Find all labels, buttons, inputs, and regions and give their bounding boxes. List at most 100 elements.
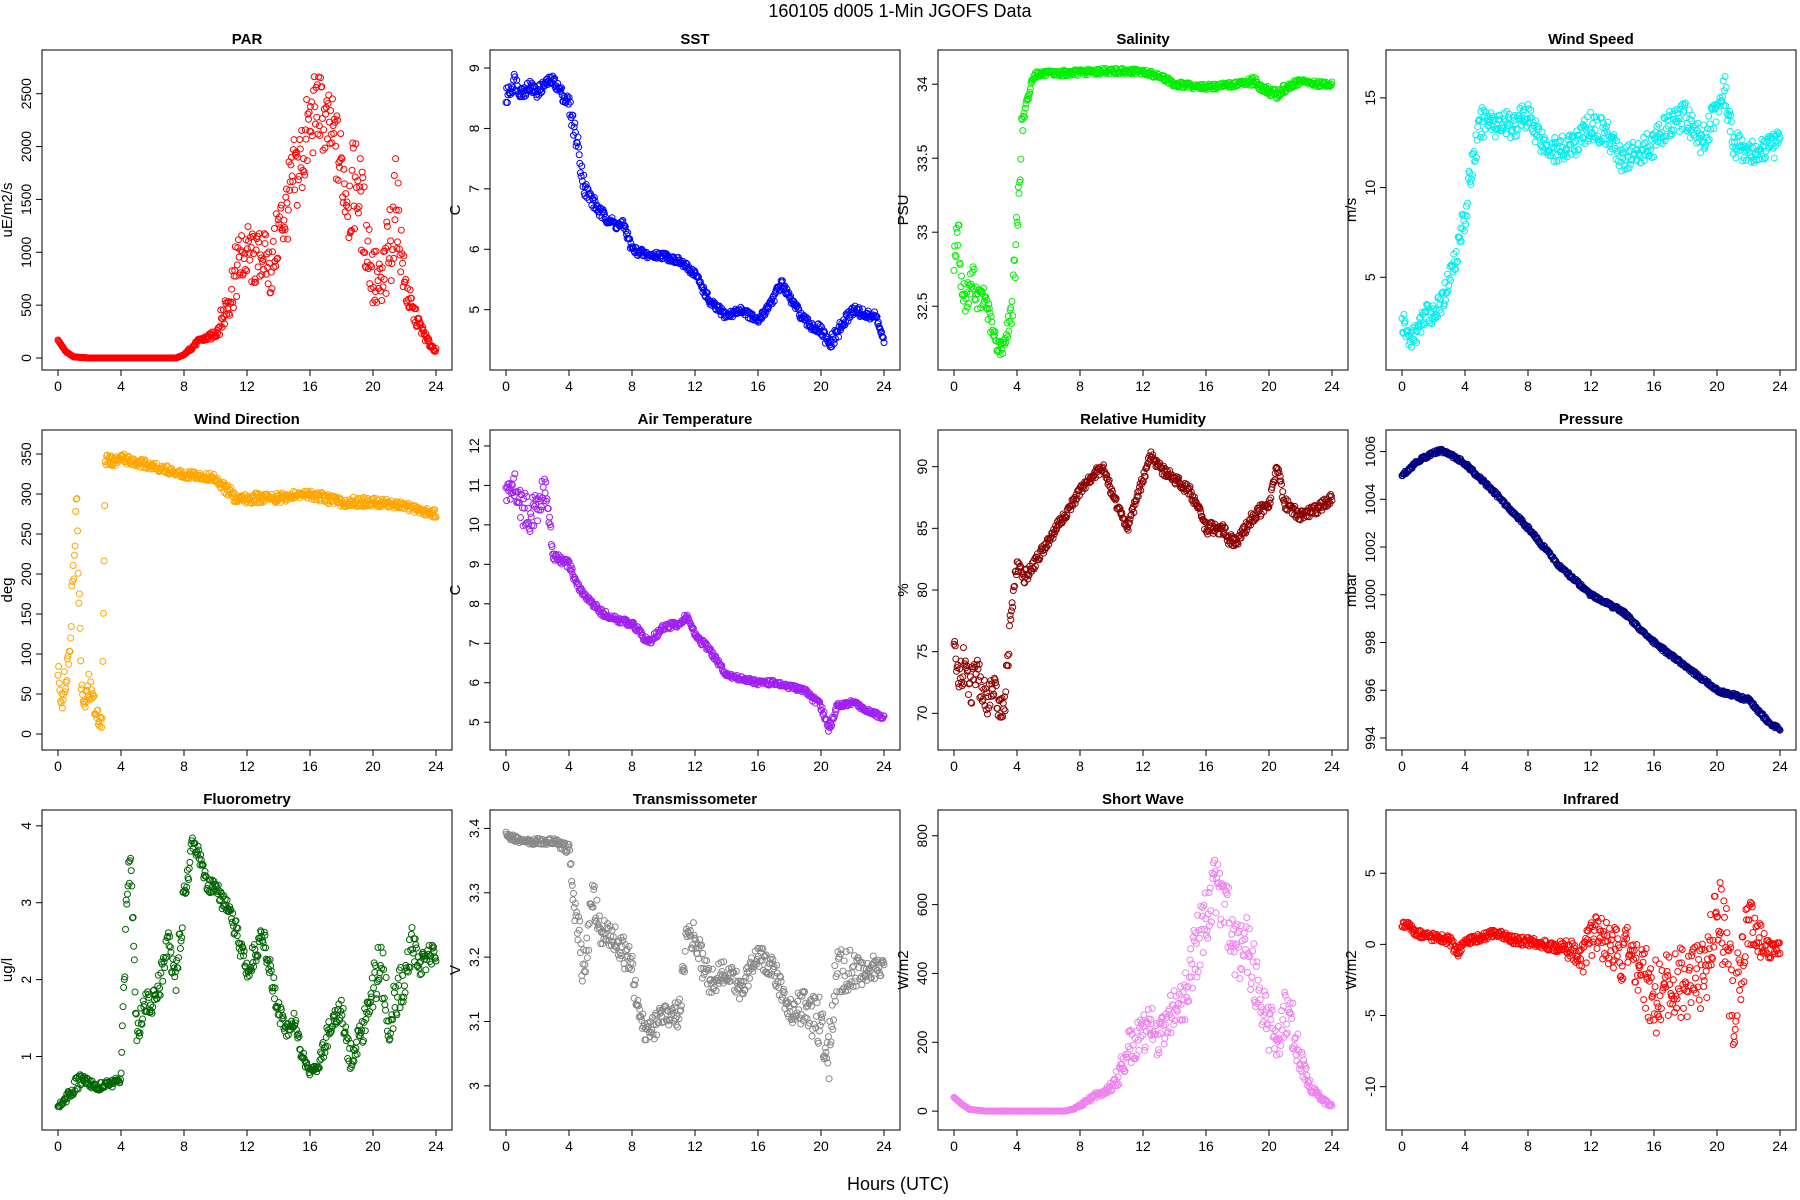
data-point [432,345,440,353]
data-point [391,216,399,224]
data-point [293,201,301,209]
x-tick-label: 12 [1135,378,1151,394]
data-point [394,238,402,246]
data-point [431,347,439,355]
plot-title: Wind Direction [194,411,300,428]
x-tick-label: 0 [950,378,958,394]
data-point [262,231,270,239]
y-axis-label: C [447,204,464,215]
x-tick-label: 8 [1076,378,1084,394]
y-tick-label: 350 [18,442,34,466]
data-point [332,175,340,183]
data-point [787,292,795,300]
plot-title: Wind Speed [1548,31,1634,48]
x-tick-label: 8 [628,758,636,774]
y-tick-label: 994 [1362,726,1378,750]
data-point [406,286,414,294]
data-point [249,232,257,240]
data-point [968,283,976,291]
data-point [835,333,843,341]
data-point [952,253,960,261]
data-point [1011,274,1019,282]
x-tick-label: 8 [180,758,188,774]
data-point [313,113,321,121]
data-point [299,166,307,174]
data-point [344,213,352,221]
y-tick-label: 250 [18,522,34,546]
x-tick-label: 12 [1583,758,1599,774]
data-point [621,223,629,231]
y-axis-label: deg [0,577,16,602]
data-point [359,174,367,182]
data-point [243,245,251,253]
x-tick-label: 8 [1076,758,1084,774]
x-tick-label: 0 [54,758,62,774]
data-point [1682,114,1690,122]
data-point [365,225,373,233]
data-point [591,197,599,205]
data-point [394,179,402,187]
data-point [321,144,329,152]
y-axis-label: PSU [895,195,912,226]
data-point [985,300,993,308]
data-point [324,99,332,107]
y-tick-label: 7 [466,185,482,193]
data-point [243,267,251,275]
y-tick-label: 9 [466,560,482,568]
data-point [67,623,75,631]
y-tick-label: 50 [18,686,34,702]
data-point [256,272,264,280]
data-point [320,105,328,113]
data-point [252,278,260,286]
data-point [366,261,374,269]
plot-title: Pressure [1559,411,1623,428]
y-tick-label: 1006 [1362,436,1378,467]
data-point [226,311,234,319]
data-series [54,73,440,362]
data-point [399,283,407,291]
data-point [330,129,338,137]
data-point [1640,133,1648,141]
data-point [371,296,379,304]
data-point [354,177,362,185]
data-point [327,107,335,114]
data-point [338,155,346,163]
data-point [55,679,63,687]
data-point [65,660,73,668]
data-point [551,74,559,82]
data-point [986,309,994,317]
y-tick-label: 100 [18,642,34,666]
data-point [1013,218,1021,226]
data-point [1010,256,1018,264]
data-point [419,323,427,331]
data-point [381,247,389,255]
data-point [342,190,350,198]
data-point [1006,622,1014,630]
data-point [1705,112,1713,120]
data-point [517,513,525,521]
data-point [383,222,391,230]
data-point [284,235,292,243]
data-point [1014,183,1022,191]
data-point [277,204,285,212]
data-point [503,497,511,505]
data-point [1474,123,1482,131]
y-tick-label: 10 [466,517,482,533]
data-point [87,678,95,686]
data-point [233,261,241,269]
data-point [304,110,312,118]
data-point [397,268,405,276]
figure-x-axis-label: Hours (UTC) [847,1174,949,1194]
plot-title: PAR [232,31,263,48]
data-point [217,306,225,314]
x-tick-label: 16 [1198,758,1214,774]
data-point [987,313,995,321]
data-point [303,157,311,165]
y-tick-label: 1002 [1362,531,1378,562]
x-tick-label: 0 [1398,758,1406,774]
data-point [254,263,262,271]
data-point [360,183,368,191]
data-point [356,183,364,191]
data-point [401,278,409,286]
data-point [264,280,272,288]
